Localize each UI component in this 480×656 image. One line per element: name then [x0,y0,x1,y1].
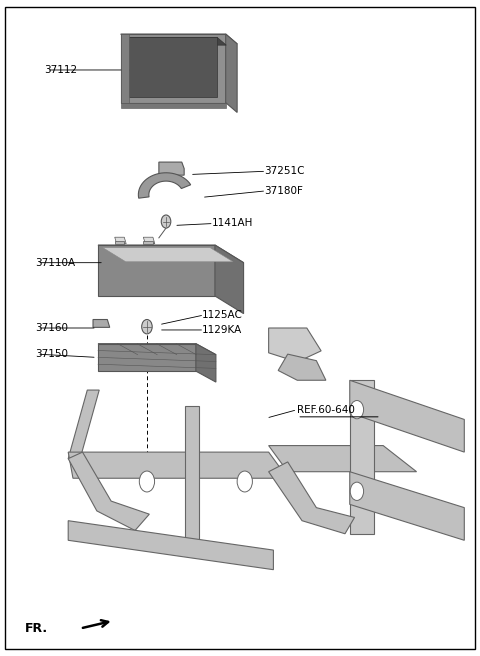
Text: 37110A: 37110A [35,258,75,268]
Polygon shape [159,162,184,175]
Polygon shape [103,248,233,262]
Circle shape [139,471,155,492]
Polygon shape [144,241,153,244]
Polygon shape [98,245,215,296]
Text: 37180F: 37180F [264,186,303,196]
Text: 37160: 37160 [35,323,68,333]
Polygon shape [93,319,110,327]
Text: FR.: FR. [25,622,48,635]
Text: REF.60-640: REF.60-640 [297,405,355,415]
Polygon shape [68,452,288,478]
Polygon shape [98,245,243,262]
Polygon shape [120,34,226,102]
Circle shape [237,471,252,492]
Circle shape [142,319,152,334]
Circle shape [350,482,364,501]
Polygon shape [185,406,199,547]
Polygon shape [129,37,226,45]
Polygon shape [120,34,237,44]
Polygon shape [350,472,464,541]
Polygon shape [68,452,149,531]
Polygon shape [196,344,216,382]
Text: 37112: 37112 [44,65,77,75]
Polygon shape [98,344,216,355]
Polygon shape [68,521,274,569]
Polygon shape [350,380,464,452]
Polygon shape [120,34,129,102]
Text: 1129KA: 1129KA [202,325,242,335]
Circle shape [161,215,171,228]
Polygon shape [138,173,191,198]
Text: 37150: 37150 [35,349,68,359]
Polygon shape [68,390,99,459]
Polygon shape [269,445,417,472]
Polygon shape [144,237,155,244]
Polygon shape [129,37,217,97]
Polygon shape [120,102,226,108]
Polygon shape [215,245,243,314]
Circle shape [350,401,364,419]
Polygon shape [278,354,326,380]
Polygon shape [350,380,373,534]
Polygon shape [115,241,124,244]
Text: 37251C: 37251C [264,166,304,176]
Polygon shape [269,462,355,534]
Polygon shape [98,344,196,371]
Polygon shape [269,328,321,362]
Text: 1141AH: 1141AH [211,218,253,228]
Polygon shape [115,237,126,244]
Text: 1125AC: 1125AC [202,310,243,320]
Polygon shape [226,34,237,112]
